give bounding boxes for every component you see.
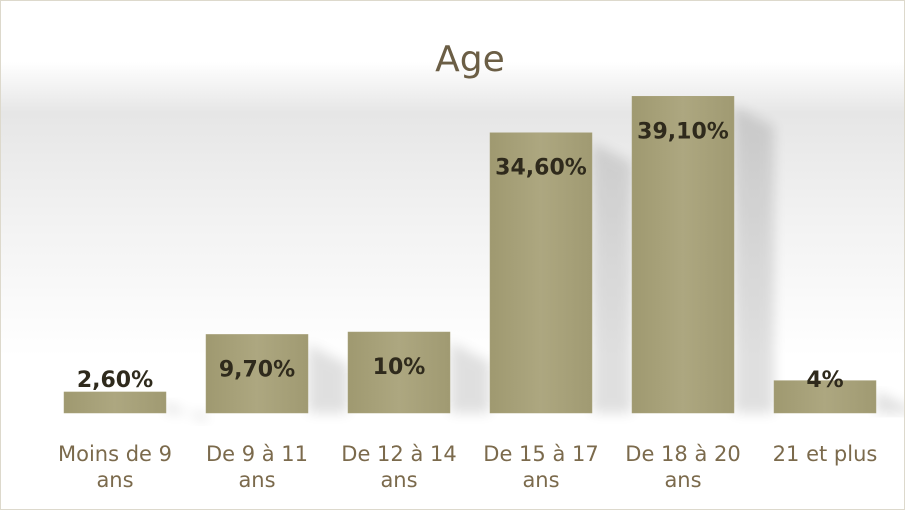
data-label: 4% bbox=[806, 368, 843, 393]
category-label: De 9 à 11 ans bbox=[205, 442, 309, 492]
category-label: De 18 à 20 ans bbox=[625, 442, 741, 492]
data-label: 39,10% bbox=[637, 119, 729, 144]
bar-shadow bbox=[876, 390, 904, 413]
bar-shadow bbox=[450, 342, 490, 413]
category-label: Moins de 9 ans bbox=[57, 442, 172, 492]
bar-shadow bbox=[308, 344, 348, 413]
category-label: De 12 à 14 ans bbox=[341, 442, 457, 492]
data-label: 10% bbox=[373, 355, 426, 380]
chart-title: Age bbox=[435, 39, 505, 80]
data-label: 9,70% bbox=[219, 357, 295, 382]
category-label: 21 et plus bbox=[772, 442, 878, 466]
bar-shadow bbox=[592, 142, 632, 414]
category-label: De 15 à 17 ans bbox=[483, 442, 599, 492]
bar bbox=[205, 334, 309, 414]
data-label: 34,60% bbox=[495, 156, 587, 181]
bar-shadow bbox=[734, 106, 774, 413]
bar bbox=[489, 132, 593, 414]
bar-shadow bbox=[166, 401, 206, 422]
bar bbox=[631, 96, 735, 414]
data-label: 2,60% bbox=[77, 368, 153, 393]
bar bbox=[63, 391, 167, 414]
bar bbox=[773, 380, 877, 414]
bar bbox=[347, 331, 451, 414]
